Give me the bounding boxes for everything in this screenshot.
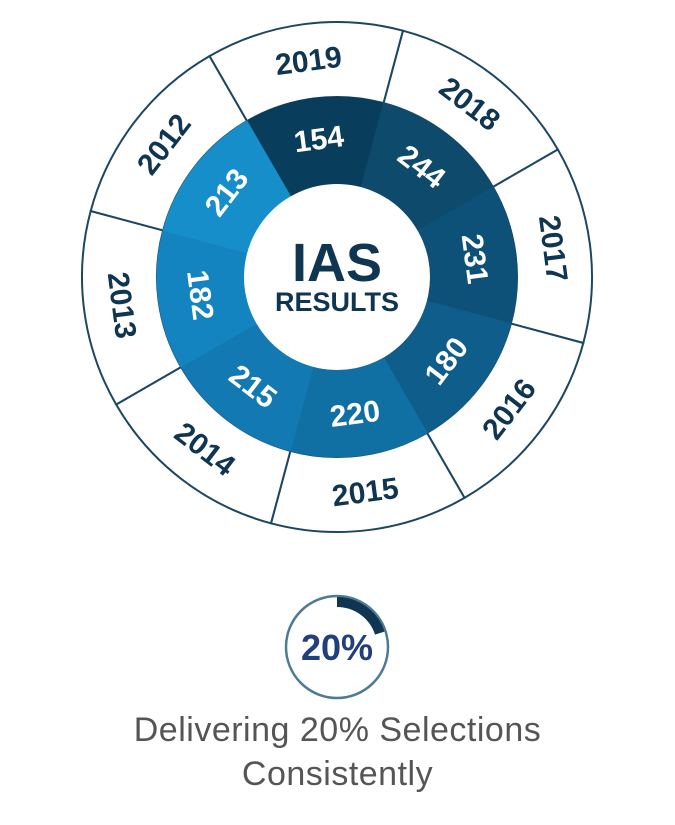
value-label-2019: 154 — [292, 120, 346, 159]
badge-ring — [284, 594, 390, 700]
caption: Delivering 20% Selections Consistently — [0, 708, 675, 796]
center-disc — [244, 184, 430, 370]
caption-line-2: Consistently — [241, 755, 434, 793]
center-subtitle: RESULTS — [275, 287, 399, 317]
value-label-2013: 182 — [180, 268, 219, 322]
value-label-2017: 231 — [455, 232, 494, 286]
badge-percent-text: 20% — [301, 627, 373, 668]
value-label-2015: 220 — [328, 395, 382, 434]
ias-results-wheel: IAS RESULTS 2019201820172016201520142013… — [81, 21, 593, 533]
center-title: IAS — [292, 233, 382, 293]
percent-badge: 20% — [284, 594, 390, 700]
year-ring — [81, 21, 593, 533]
badge-progress-arc — [336, 597, 385, 635]
results-ring — [156, 96, 518, 458]
caption-line-1: Delivering 20% Selections — [133, 711, 542, 749]
